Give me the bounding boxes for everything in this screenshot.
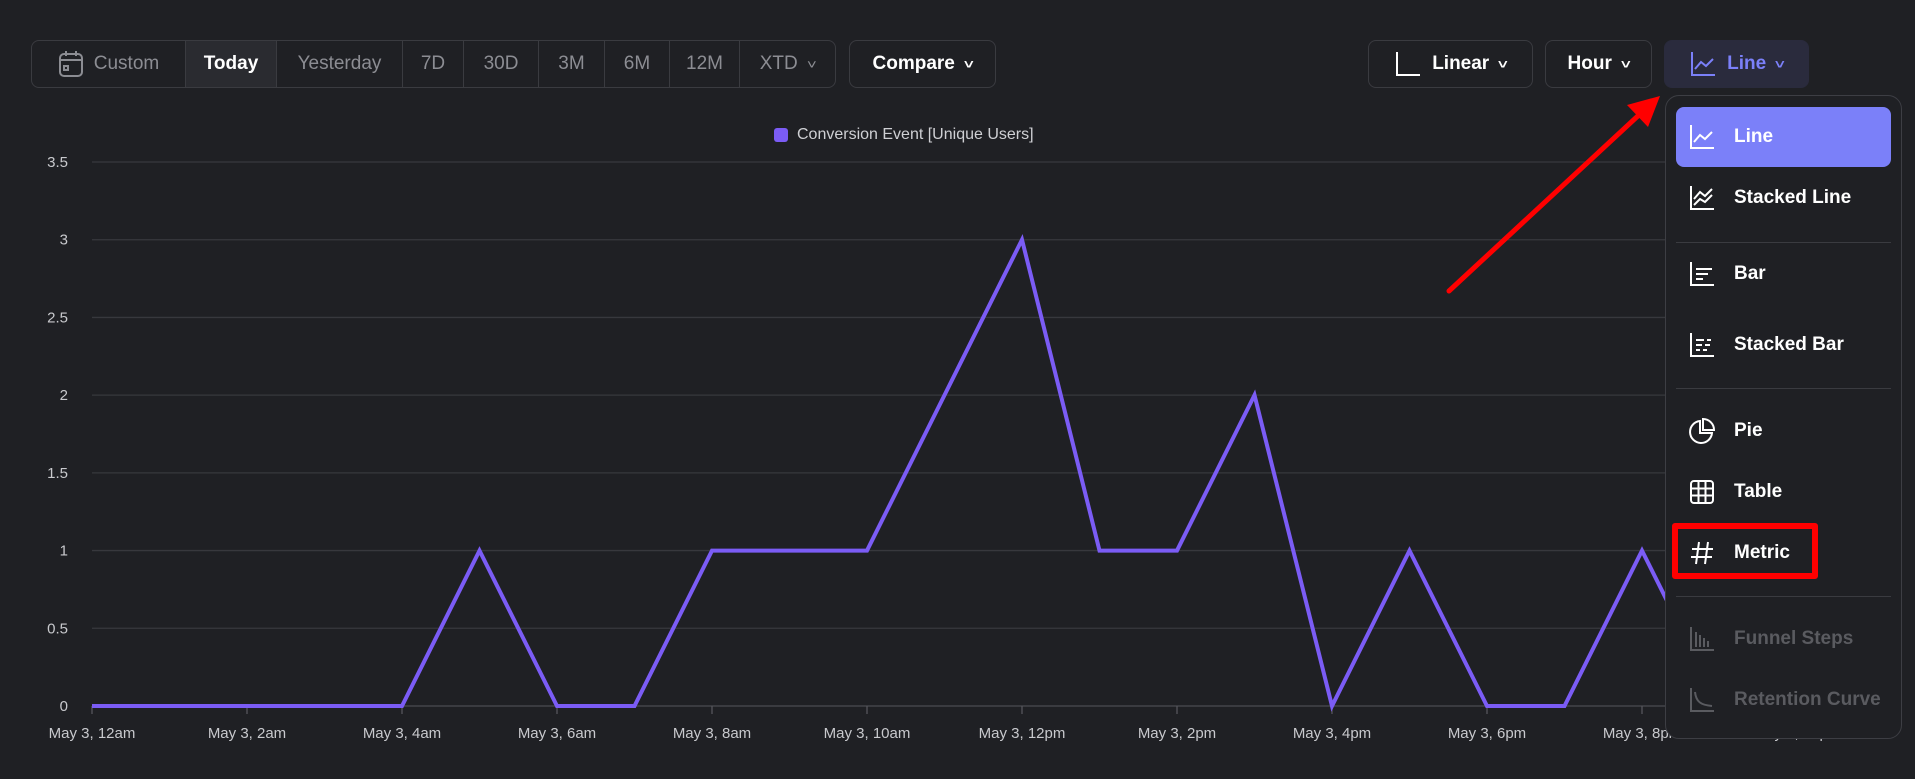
chart-type-menu: Line Stacked Line Bar Stacked Bar Pie Table Me… [1665, 95, 1902, 739]
scale-label: Linear [1432, 53, 1490, 74]
menu-item-pie[interactable]: Pie [1676, 401, 1891, 461]
menu-item-line[interactable]: Line [1676, 107, 1891, 167]
menu-item-label: Pie [1734, 420, 1763, 441]
table-icon [1690, 480, 1714, 504]
scale-dropdown[interactable]: Linear ˅ [1368, 40, 1533, 88]
line-chart: 0 0.5 1 1.5 2 2.5 3 3.5 May 3, 12am May 3, 2am May… [47, 154, 1899, 742]
menu-item-retention-curve: Retention Curve [1676, 670, 1891, 730]
date-6m[interactable]: 6M [605, 41, 670, 87]
x-tick-label: May 3, 4pm [1293, 725, 1371, 742]
line-chart-icon [1690, 125, 1714, 149]
interval-dropdown[interactable]: Hour ˅ [1545, 40, 1652, 88]
retention-curve-icon [1690, 688, 1714, 712]
x-tick-label: May 3, 2am [208, 725, 286, 742]
funnel-steps-icon [1690, 627, 1714, 651]
x-tick-label: May 3, 12pm [979, 725, 1066, 742]
line-chart-icon [1691, 52, 1716, 76]
legend-swatch [774, 128, 788, 142]
y-tick-label: 0 [60, 698, 68, 715]
y-tick-label: 3 [60, 232, 68, 249]
date-today[interactable]: Today [186, 41, 277, 87]
hash-icon [1691, 541, 1713, 565]
date-yesterday[interactable]: Yesterday [277, 41, 403, 87]
compare-button[interactable]: Compare ˅ [849, 40, 996, 88]
menu-item-label: Bar [1734, 263, 1766, 284]
compare-label: Compare [872, 53, 955, 74]
axis-icon [1396, 52, 1421, 76]
date-12m[interactable]: 12M [670, 41, 740, 87]
menu-item-label: Metric [1734, 542, 1790, 563]
x-tick-label: May 3, 6am [518, 725, 596, 742]
x-tick-label: May 3, 8pm [1603, 725, 1681, 742]
menu-divider [1676, 388, 1891, 389]
chevron-down-icon: ˅ [1775, 56, 1785, 72]
series-line[interactable] [92, 233, 1722, 712]
chevron-down-icon: ˅ [1498, 56, 1508, 72]
date-7d[interactable]: 7D [403, 41, 464, 87]
y-tick-label: 2.5 [47, 309, 68, 326]
stacked-line-icon [1690, 186, 1714, 210]
interval-label: Hour [1567, 53, 1612, 74]
x-tick-label: May 3, 2pm [1138, 725, 1216, 742]
menu-divider [1676, 242, 1891, 243]
y-tick-label: 2 [60, 387, 68, 404]
menu-item-label: Table [1734, 481, 1783, 502]
menu-divider [1676, 596, 1891, 597]
y-tick-label: 3.5 [47, 154, 68, 171]
y-tick-label: 1.5 [47, 465, 68, 482]
x-tick-label: May 3, 10am [824, 725, 911, 742]
menu-item-label: Stacked Bar [1734, 334, 1844, 355]
date-30d[interactable]: 30D [464, 41, 539, 87]
chevron-down-icon: ˅ [806, 56, 817, 72]
chevron-down-icon: ˅ [1620, 56, 1631, 72]
date-custom[interactable]: Custom [32, 41, 186, 87]
menu-item-table[interactable]: Table [1676, 462, 1891, 522]
date-3m[interactable]: 3M [539, 41, 605, 87]
date-xtd[interactable]: XTD ˅ [740, 41, 835, 87]
calendar-icon [58, 51, 83, 77]
date-xtd-label: XTD [759, 53, 798, 74]
chart-type-dropdown[interactable]: Line ˅ [1664, 40, 1809, 88]
menu-item-label: Funnel Steps [1734, 628, 1854, 649]
pie-chart-icon [1689, 417, 1716, 444]
stacked-bar-icon [1690, 333, 1714, 357]
highlight-box [1672, 523, 1818, 579]
date-custom-label: Custom [93, 53, 160, 74]
menu-item-bar[interactable]: Bar [1676, 244, 1891, 304]
chart-legend[interactable]: Conversion Event [Unique Users] [774, 126, 1034, 144]
menu-item-label: Retention Curve [1734, 689, 1881, 710]
chevron-down-icon: ˅ [963, 56, 974, 72]
x-tick-label: May 3, 4am [363, 725, 441, 742]
x-tick-label: May 3, 6pm [1448, 725, 1526, 742]
x-tick-label: May 3, 12am [49, 725, 136, 742]
menu-item-stacked-line[interactable]: Stacked Line [1676, 168, 1891, 228]
menu-item-stacked-bar[interactable]: Stacked Bar [1676, 315, 1891, 375]
menu-item-label: Stacked Line [1734, 187, 1852, 208]
date-range-selector: Custom Today Yesterday 7D 30D 3M 6M 12M … [31, 40, 836, 88]
y-tick-label: 1 [60, 543, 68, 560]
x-tick-label: May 3, 8am [673, 725, 751, 742]
bar-chart-icon [1690, 262, 1714, 286]
menu-item-metric[interactable]: Metric [1676, 523, 1891, 583]
menu-item-label: Line [1734, 126, 1774, 147]
chart-type-label: Line [1727, 53, 1767, 74]
y-tick-label: 0.5 [47, 620, 68, 637]
legend-label: Conversion Event [Unique Users] [797, 126, 1034, 143]
menu-item-funnel-steps: Funnel Steps [1676, 609, 1891, 669]
